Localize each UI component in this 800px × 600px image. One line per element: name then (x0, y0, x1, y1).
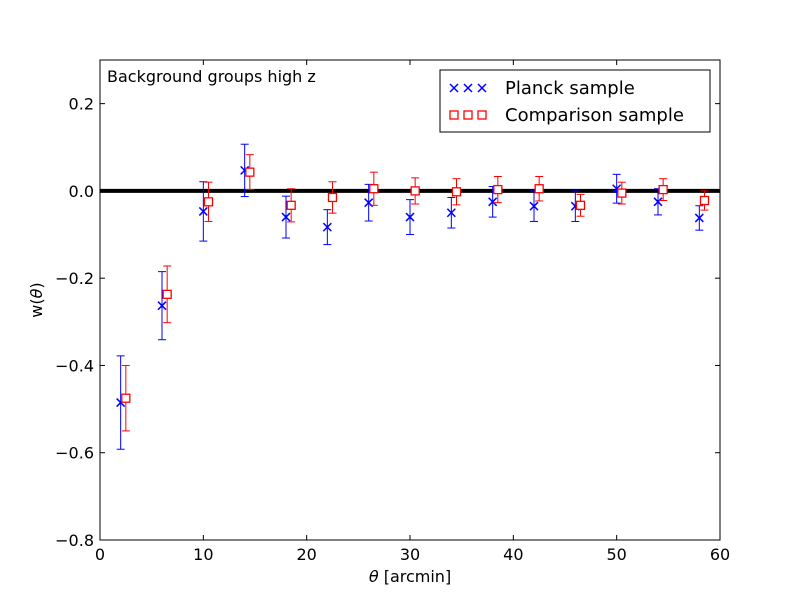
comparison-point (410, 186, 420, 196)
legend-box (439, 69, 711, 133)
legend-marker-planck (477, 83, 487, 93)
marker-stroke (446, 208, 456, 218)
comparison-point (121, 393, 131, 403)
comparison-point (658, 184, 668, 195)
x-tick-label: 30 (400, 545, 420, 564)
comparison-point (286, 200, 296, 210)
x-tick-label: 20 (296, 545, 316, 564)
marker-stroke (612, 184, 622, 194)
comparison-point (699, 195, 710, 206)
planck-point (198, 206, 208, 216)
planck-point (157, 301, 167, 311)
marker-stroke (488, 197, 498, 207)
legend-marker-planck (449, 83, 459, 93)
marker-stroke (198, 206, 208, 216)
marker-stroke (463, 83, 473, 93)
x-axis-label: θ [arcmin] (369, 567, 451, 586)
y-tick-label: 0.2 (69, 95, 94, 114)
legend-marker-planck (463, 83, 473, 93)
comparison-point (493, 184, 503, 195)
comparison-point (617, 188, 627, 198)
legend-marker-comparison (477, 110, 487, 120)
comparison-point (575, 200, 586, 210)
comparison-point (534, 184, 544, 194)
marker-stroke (529, 201, 539, 211)
planck-point (446, 208, 456, 218)
planck-point (694, 213, 704, 223)
marker-stroke (477, 83, 487, 93)
chart-annotation: Background groups high z (107, 67, 316, 86)
comparison-point (245, 167, 255, 177)
y-tick-label: −0.4 (55, 356, 94, 375)
x-tick-label: 40 (503, 545, 523, 564)
comparison-point (369, 184, 379, 194)
planck-point (653, 197, 663, 207)
legend-label-comparison: Comparison sample (505, 105, 684, 126)
y-tick-label: −0.8 (55, 531, 94, 550)
x-tick-label: 0 (95, 545, 105, 564)
plot-frame (99, 59, 721, 541)
x-tick-label: 60 (710, 545, 730, 564)
marker-stroke (694, 213, 704, 223)
y-tick-label: −0.6 (55, 444, 94, 463)
y-tick-label: −0.2 (55, 269, 94, 288)
legend: Planck sample Comparison sample (439, 69, 711, 133)
marker-stroke (653, 197, 663, 207)
marker-stroke (364, 198, 374, 208)
comparison-point (451, 187, 462, 197)
y-axis-label: w(θ) (27, 282, 46, 317)
legend-label-planck: Planck sample (505, 78, 635, 99)
planck-point (488, 197, 498, 207)
planck-point (281, 212, 291, 222)
x-tick-label: 50 (606, 545, 626, 564)
comparison-point (203, 197, 214, 207)
planck-point (322, 222, 332, 232)
legend-marker-comparison (463, 110, 473, 120)
marker-stroke (322, 222, 332, 232)
marker-stroke (449, 83, 459, 93)
plot-area (100, 60, 720, 540)
planck-point (529, 201, 539, 211)
marker-stroke (281, 212, 291, 222)
y-tick-label: 0.0 (69, 182, 94, 201)
planck-point (405, 212, 415, 222)
comparison-point (327, 192, 338, 203)
x-tick-label: 10 (193, 545, 213, 564)
legend-marker-comparison (449, 110, 459, 120)
marker-stroke (157, 301, 167, 311)
comparison-point (162, 289, 172, 299)
marker-stroke (405, 212, 415, 222)
